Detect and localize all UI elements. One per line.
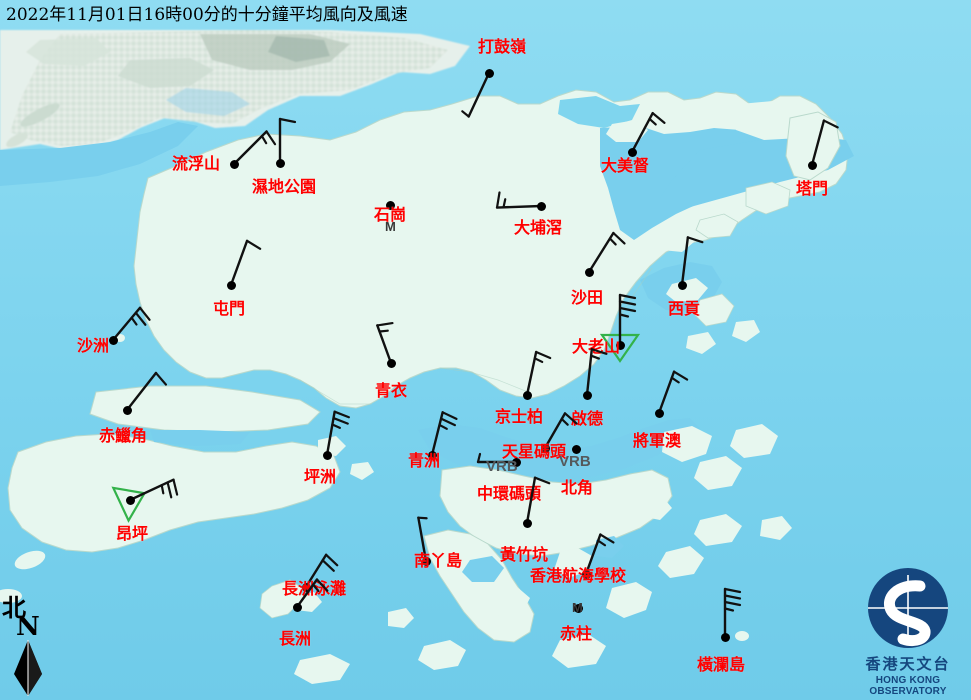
station-name-label: 大埔滘: [514, 218, 563, 237]
station-name-label: 赤柱: [560, 624, 593, 643]
north-arrow: 北 N: [2, 588, 66, 700]
station-name-label: 大美督: [601, 156, 650, 175]
station-missing-mark: M: [572, 600, 583, 615]
station-dot: [720, 632, 730, 642]
station-name-label: 北角: [561, 478, 594, 497]
station-dot: [125, 495, 135, 505]
hko-logo: 香港天文台 HONG KONG OBSERVATORY: [845, 565, 971, 700]
hko-logo-label-cn: 香港天文台: [865, 655, 951, 673]
station-missing-mark: M: [385, 219, 396, 234]
station-name-label: 石崗: [374, 205, 407, 224]
lamma-island: [294, 529, 535, 684]
station-dot: [511, 457, 521, 467]
station-name-label: 塔門: [796, 179, 829, 198]
station-dot: [677, 280, 687, 290]
station-name-label: 橫瀾島: [697, 655, 746, 674]
station-name-label: 南丫島: [414, 551, 463, 570]
north-label-cn: 北: [2, 593, 26, 622]
station-dot: [573, 603, 583, 613]
station-dot: [385, 200, 395, 210]
station-dot: [122, 405, 132, 415]
station-dot: [807, 160, 817, 170]
station-dot: [421, 556, 431, 566]
station-dot: [522, 390, 532, 400]
station-dot: [108, 335, 118, 345]
station-dot: [582, 390, 592, 400]
station-name-label: 昂坪: [116, 524, 149, 543]
deep-bay-water: [0, 122, 198, 186]
station-name-label: 打鼓嶺: [478, 37, 527, 56]
station-name-label: 將軍澳: [633, 431, 682, 450]
station-dot: [292, 602, 302, 612]
hko-logo-label-en: HONG KONG OBSERVATORY: [869, 675, 947, 697]
station-dot: [427, 450, 437, 460]
mainland-china-area: [0, 30, 470, 150]
station-name-label: 赤鱲角: [99, 426, 148, 445]
station-name-label: 屯門: [213, 299, 246, 318]
station-name-label: 長洲: [279, 629, 312, 648]
station-dot: [275, 158, 285, 168]
station-name-label: 香港航海學校: [530, 566, 627, 585]
station-dot: [571, 444, 581, 454]
station-name-label: 沙田: [571, 288, 604, 307]
station-dot: [615, 340, 625, 350]
station-name-label: 沙洲: [77, 336, 110, 355]
station-name-label: 啟德: [571, 409, 604, 428]
compass-needle-icon: [14, 640, 42, 696]
station-dot: [226, 280, 236, 290]
station-name-label: 大老山: [572, 337, 621, 356]
station-dot: [229, 159, 239, 169]
coastline-detail: [299, 267, 653, 405]
station-dot: [322, 450, 332, 460]
station-dot: [386, 358, 396, 368]
station-name-label: 西貢: [668, 299, 701, 318]
southeast-islands: [552, 496, 792, 668]
title-bar: 2022年11月01日16時00分的十分鐘平均風向及風速: [0, 0, 971, 30]
station-name-label: 濕地公園: [252, 177, 317, 196]
station-name-label: 黃竹坑: [500, 545, 549, 564]
page-title: 2022年11月01日16時00分的十分鐘平均風向及風速: [6, 5, 408, 25]
station-dot: [540, 443, 550, 453]
hko-emblem-icon: [868, 568, 948, 648]
station-name-label: 天星碼頭: [502, 442, 567, 461]
station-dot: [522, 518, 532, 528]
station-dot: [654, 408, 664, 418]
station-variable-wind-label: VRB: [486, 458, 518, 475]
station-dot: [584, 267, 594, 277]
station-name-label: 青衣: [375, 381, 408, 400]
station-dot: [484, 68, 494, 78]
station-variable-wind-label: VRB: [559, 453, 591, 470]
station-dot: [536, 201, 546, 211]
station-name-label: 流浮山: [172, 154, 221, 173]
station-name-label: 中環碼頭: [477, 484, 542, 503]
north-label-en: N: [16, 612, 40, 642]
station-name-label: 青洲: [408, 451, 441, 470]
station-name-label: 京士柏: [495, 407, 544, 426]
kowloon-east-coast: [662, 424, 778, 490]
victoria-harbour-and-hk-island: [418, 418, 700, 578]
station-name-label: 長洲泳灘: [282, 579, 347, 598]
sai-kung-east-islands: [686, 293, 760, 354]
station-dot: [627, 147, 637, 157]
station-name-label: 坪洲: [304, 467, 337, 486]
station-dot: [581, 569, 591, 579]
